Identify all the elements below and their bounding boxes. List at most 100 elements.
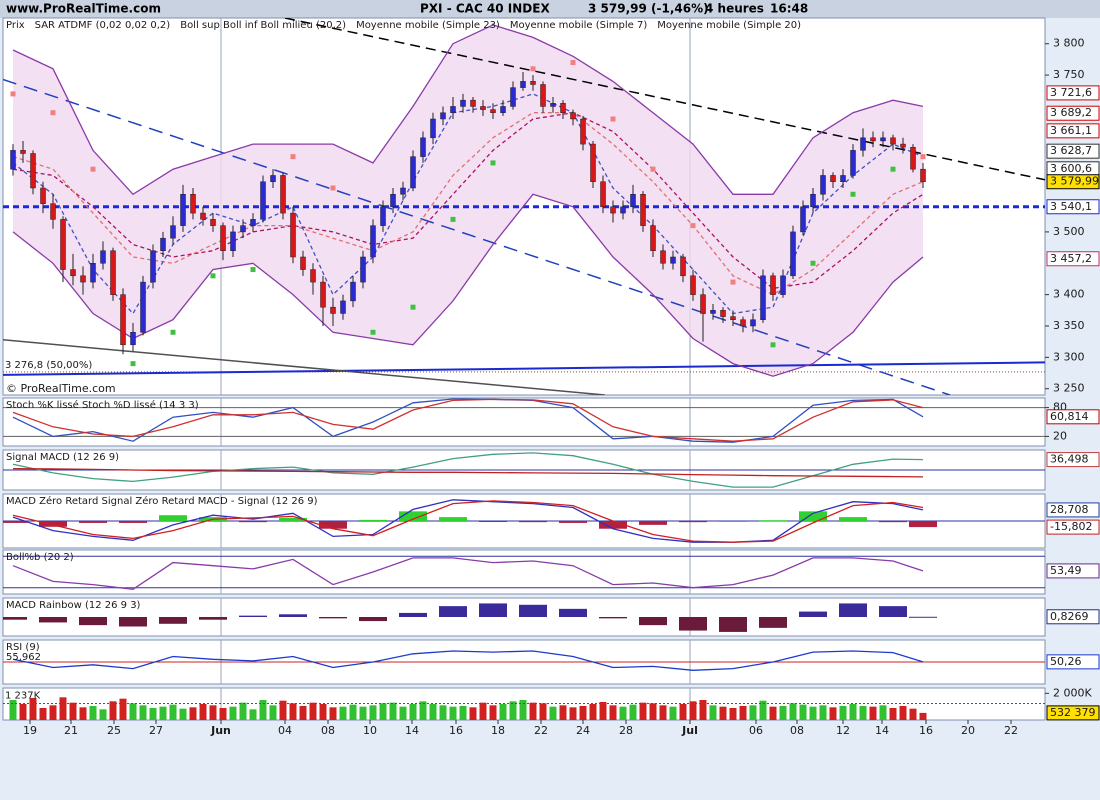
bar — [819, 705, 827, 720]
bar — [309, 702, 317, 720]
bar — [709, 705, 717, 720]
x-tick-label: 19 — [23, 724, 37, 737]
candle-body — [580, 118, 586, 145]
value-badge — [1046, 105, 1100, 121]
value-badge-label: 53,49 — [1050, 564, 1082, 577]
bar — [159, 706, 167, 720]
candle-body — [340, 300, 346, 314]
bar — [619, 706, 627, 720]
bar — [69, 702, 77, 720]
candle-body — [250, 219, 256, 226]
bar — [519, 700, 527, 720]
bar — [859, 706, 867, 720]
sar-dot — [530, 66, 536, 72]
x-tick-label: 10 — [363, 724, 377, 737]
y-tick-label: 3 250 — [1053, 382, 1085, 395]
candle-body — [550, 103, 556, 107]
bar — [589, 704, 597, 720]
bar — [399, 511, 427, 521]
bar — [279, 614, 307, 617]
candle-body — [430, 118, 436, 139]
candle-body — [670, 256, 676, 264]
bar — [199, 617, 227, 620]
bar — [499, 704, 507, 720]
bar — [149, 708, 157, 720]
candle-body — [720, 310, 726, 317]
bar — [179, 708, 187, 720]
bar — [879, 705, 887, 720]
bar — [909, 521, 937, 528]
trend-line — [3, 78, 951, 395]
x-tick-label: 21 — [64, 724, 78, 737]
candle-body — [280, 175, 286, 214]
bar — [439, 606, 467, 617]
candle-body — [110, 250, 116, 295]
bar — [849, 704, 857, 720]
panel-plot — [3, 640, 1045, 684]
bar — [109, 701, 117, 720]
legend-entry: Moyenne mobile (Simple 20) — [657, 20, 801, 31]
bar — [359, 519, 387, 521]
candle-body — [350, 281, 356, 302]
bar — [79, 707, 87, 720]
bar — [519, 604, 547, 617]
bar — [259, 700, 267, 720]
bar — [629, 704, 637, 720]
bar — [119, 698, 127, 720]
candle-body — [80, 275, 86, 283]
bar — [919, 712, 927, 720]
x-tick-label: 25 — [107, 724, 121, 737]
bar — [719, 706, 727, 720]
candle-body — [190, 194, 196, 214]
trend-line — [284, 18, 1045, 181]
bar — [89, 706, 97, 720]
panel — [2, 397, 1046, 447]
bar — [659, 705, 667, 720]
bar — [3, 521, 27, 523]
candle-body — [60, 219, 66, 270]
value-badge — [1046, 409, 1100, 425]
sar-dot — [490, 160, 496, 166]
panel-title: Stoch %K lissé Stoch %D lissé (14 3 3) — [6, 399, 199, 411]
value-badge — [1046, 519, 1100, 535]
value-badge — [1046, 609, 1100, 625]
bar — [729, 708, 737, 720]
value-badge-label: 0,8269 — [1050, 610, 1089, 623]
bar — [99, 709, 107, 720]
candle-body — [760, 275, 766, 320]
bar — [199, 704, 207, 720]
y-tick-label: 3 800 — [1053, 37, 1085, 50]
candle-body — [840, 175, 846, 182]
bar — [789, 703, 797, 720]
bar — [389, 702, 397, 720]
bar — [599, 702, 607, 720]
candle-body — [680, 256, 686, 277]
value-badge-label: 36,498 — [1050, 453, 1089, 466]
bar — [39, 617, 67, 623]
bar — [349, 704, 357, 720]
candle-body — [620, 206, 626, 214]
candle-body — [650, 225, 656, 251]
x-tick-label: 08 — [321, 724, 335, 737]
candle-body — [100, 250, 106, 264]
bar — [139, 705, 147, 720]
candle-body — [300, 256, 306, 270]
indicator-line — [12, 499, 924, 543]
sar-dot — [370, 329, 376, 335]
bar — [239, 521, 267, 523]
bar — [159, 515, 187, 521]
x-tick-label: 06 — [749, 724, 763, 737]
indicator-line — [12, 398, 924, 442]
sar-dot — [170, 329, 176, 335]
time: 16:48 — [770, 2, 808, 16]
bar — [9, 700, 17, 720]
x-tick-label: 16 — [449, 724, 463, 737]
bar — [39, 708, 47, 720]
bar — [689, 701, 697, 720]
candle-body — [320, 281, 326, 308]
bar — [189, 707, 197, 720]
candle-body — [70, 269, 76, 277]
candle-body — [470, 99, 476, 107]
horizontal-line-label: 3 276,8 (50,00%) — [5, 360, 92, 371]
